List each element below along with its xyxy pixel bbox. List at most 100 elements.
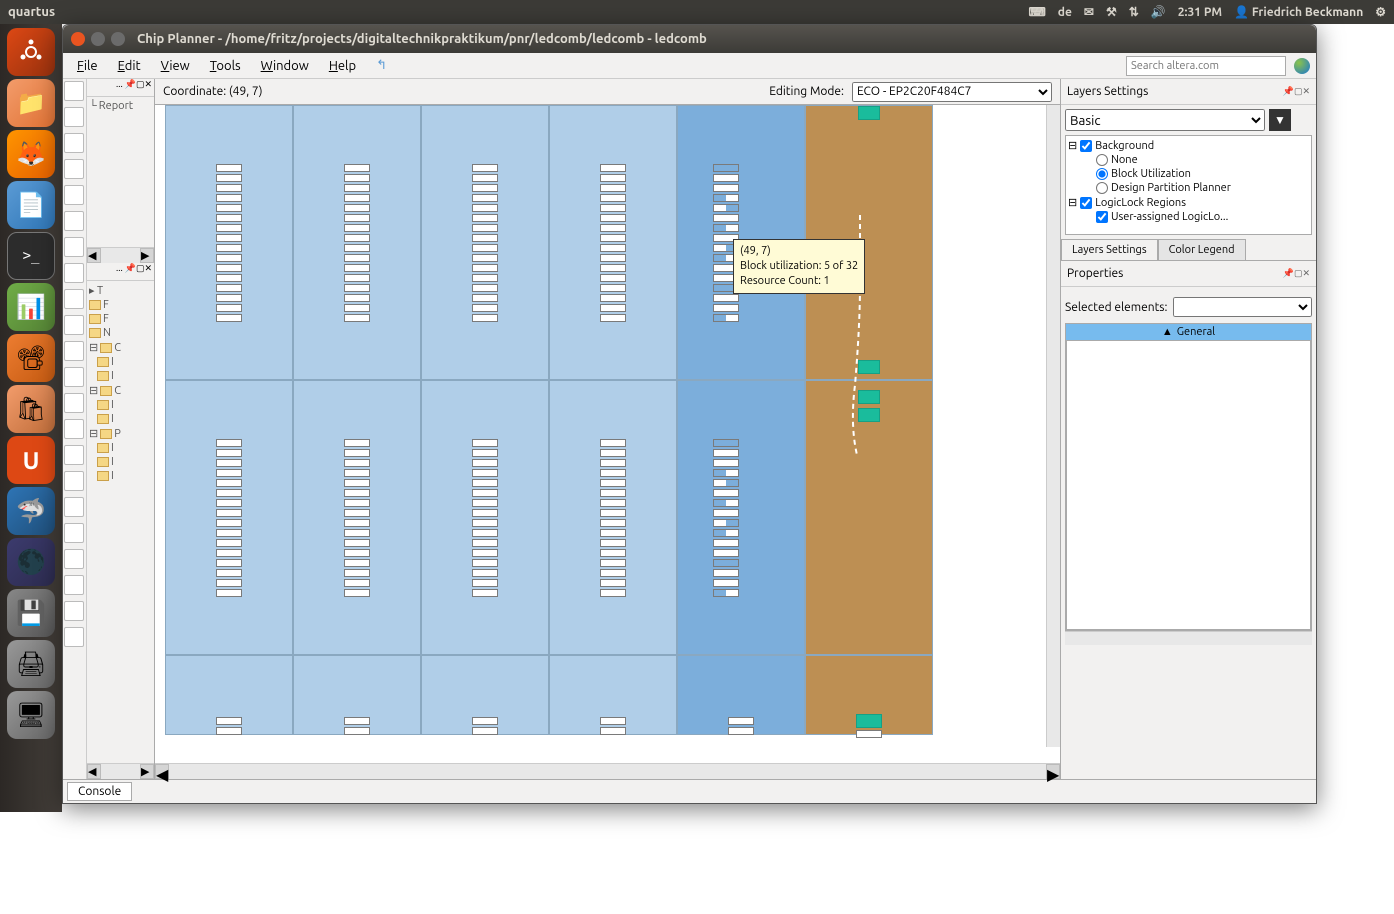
- chip-canvas[interactable]: (49, 7) Block utilization: 5 of 32 Resou…: [155, 105, 1060, 763]
- chip-cell[interactable]: [805, 380, 933, 655]
- tree-item[interactable]: I: [89, 355, 152, 369]
- menu-file[interactable]: File: [69, 56, 106, 76]
- tool-find[interactable]: [64, 601, 84, 621]
- disk-icon[interactable]: 💾: [7, 589, 55, 637]
- language-indicator[interactable]: de: [1058, 6, 1072, 19]
- tree-item[interactable]: F: [89, 312, 152, 326]
- chip-cell[interactable]: [293, 105, 421, 380]
- tool-arrow[interactable]: [64, 159, 84, 179]
- tool-17[interactable]: [64, 523, 84, 543]
- minimize-button[interactable]: [91, 32, 105, 46]
- chip-cell[interactable]: [677, 380, 805, 655]
- menu-tools[interactable]: Tools: [202, 56, 249, 76]
- tool-18[interactable]: [64, 549, 84, 569]
- tool-19[interactable]: [64, 575, 84, 595]
- layers-tree[interactable]: ⊟Background None Block Utilization Desig…: [1065, 135, 1312, 235]
- tool-20[interactable]: [64, 627, 84, 647]
- globe-icon[interactable]: [1294, 58, 1310, 74]
- nav-hscroll-1[interactable]: ◀▶: [87, 247, 154, 263]
- nav-hscroll-2[interactable]: ◀▶: [87, 763, 154, 779]
- chip-cell[interactable]: [549, 105, 677, 380]
- firefox-icon[interactable]: 🦊: [7, 130, 55, 178]
- terminal-icon[interactable]: >_: [7, 232, 55, 280]
- gear-icon[interactable]: ⚙: [1375, 5, 1386, 19]
- tool-1[interactable]: [64, 81, 84, 101]
- tab-layers-settings[interactable]: Layers Settings: [1061, 239, 1158, 260]
- tree-item[interactable]: F: [89, 298, 152, 312]
- props-hscroll[interactable]: [1065, 631, 1312, 645]
- report-node[interactable]: └ Report: [89, 99, 152, 113]
- impress-icon[interactable]: 📽: [7, 334, 55, 382]
- dash-icon[interactable]: [7, 28, 55, 76]
- user-menu[interactable]: 👤 Friedrich Beckmann: [1234, 5, 1363, 19]
- tree-item[interactable]: ⊟ C: [89, 383, 152, 398]
- sys2-icon[interactable]: 🖥: [7, 691, 55, 739]
- tool-12[interactable]: [64, 393, 84, 413]
- tool-2[interactable]: [64, 107, 84, 127]
- wireshark-icon[interactable]: 🦈: [7, 487, 55, 535]
- tool-zoom[interactable]: [64, 185, 84, 205]
- writer-icon[interactable]: 📄: [7, 181, 55, 229]
- editing-mode-select[interactable]: ECO - EP2C20F484C7: [852, 82, 1052, 102]
- console-tab[interactable]: Console: [67, 782, 132, 801]
- tool-11[interactable]: [64, 367, 84, 387]
- tool-10[interactable]: [64, 341, 84, 361]
- panel-pin-icons[interactable]: 📌▢✕: [1283, 86, 1310, 97]
- network-icon[interactable]: ⇅: [1129, 5, 1139, 19]
- general-header[interactable]: ▲General: [1066, 324, 1311, 340]
- calc-icon[interactable]: 📊: [7, 283, 55, 331]
- ubuntuone-icon[interactable]: U: [7, 436, 55, 484]
- tool-14[interactable]: [64, 445, 84, 465]
- tool-15[interactable]: [64, 471, 84, 491]
- selected-elements-select[interactable]: [1173, 297, 1312, 317]
- volume-icon[interactable]: 🔊: [1151, 5, 1166, 19]
- eclipse-icon[interactable]: 🌑: [7, 538, 55, 586]
- chip-cell[interactable]: [293, 380, 421, 655]
- tool-8[interactable]: [64, 289, 84, 309]
- tree-item[interactable]: I: [89, 441, 152, 455]
- tree-item[interactable]: I: [89, 455, 152, 469]
- tree-item[interactable]: I: [89, 412, 152, 426]
- layers-dropdown-button[interactable]: ▼: [1269, 109, 1291, 131]
- menu-extra-icon[interactable]: ↰: [368, 55, 395, 76]
- maximize-button[interactable]: [111, 32, 125, 46]
- chip-cell[interactable]: [165, 105, 293, 380]
- tool-3[interactable]: [64, 133, 84, 153]
- sys-icon[interactable]: 🖨: [7, 640, 55, 688]
- bluetooth-icon[interactable]: ⚒: [1106, 5, 1117, 19]
- panel-pin-icons-2[interactable]: 📌▢✕: [1283, 268, 1310, 279]
- tool-9[interactable]: [64, 315, 84, 335]
- tool-hand[interactable]: [64, 237, 84, 257]
- tool-13[interactable]: [64, 419, 84, 439]
- chip-cell[interactable]: [421, 380, 549, 655]
- tree-item[interactable]: I: [89, 398, 152, 412]
- layers-basic-select[interactable]: Basic: [1065, 109, 1265, 131]
- tree-item[interactable]: ⊟ P: [89, 426, 152, 441]
- menu-window[interactable]: Window: [253, 56, 317, 76]
- search-input[interactable]: [1126, 56, 1286, 76]
- titlebar[interactable]: Chip Planner - /home/fritz/projects/digi…: [63, 25, 1316, 53]
- tool-7[interactable]: [64, 263, 84, 283]
- chip-cell[interactable]: [549, 380, 677, 655]
- clock[interactable]: 2:31 PM: [1178, 6, 1222, 19]
- tree-item[interactable]: I: [89, 469, 152, 483]
- canvas-hscroll[interactable]: ◀ ▶: [155, 763, 1060, 779]
- menu-view[interactable]: View: [153, 56, 198, 76]
- files-icon[interactable]: 📁: [7, 79, 55, 127]
- software-icon[interactable]: 🛍: [7, 385, 55, 433]
- chip-cell[interactable]: [165, 380, 293, 655]
- mail-icon[interactable]: ✉: [1084, 5, 1094, 19]
- tool-16[interactable]: [64, 497, 84, 517]
- tab-color-legend[interactable]: Color Legend: [1158, 239, 1246, 260]
- menu-help[interactable]: Help: [321, 56, 364, 76]
- tree-item[interactable]: ⊟ C: [89, 340, 152, 355]
- tree-item[interactable]: ▸ T: [89, 283, 152, 298]
- canvas-vscroll[interactable]: [1046, 105, 1060, 747]
- menu-edit[interactable]: Edit: [110, 56, 149, 76]
- keyboard-indicator[interactable]: ⌨: [1028, 5, 1045, 19]
- tool-magnify[interactable]: [64, 211, 84, 231]
- tree-item[interactable]: N: [89, 326, 152, 340]
- close-button[interactable]: [71, 32, 85, 46]
- tree-item[interactable]: I: [89, 369, 152, 383]
- chip-cell[interactable]: [421, 105, 549, 380]
